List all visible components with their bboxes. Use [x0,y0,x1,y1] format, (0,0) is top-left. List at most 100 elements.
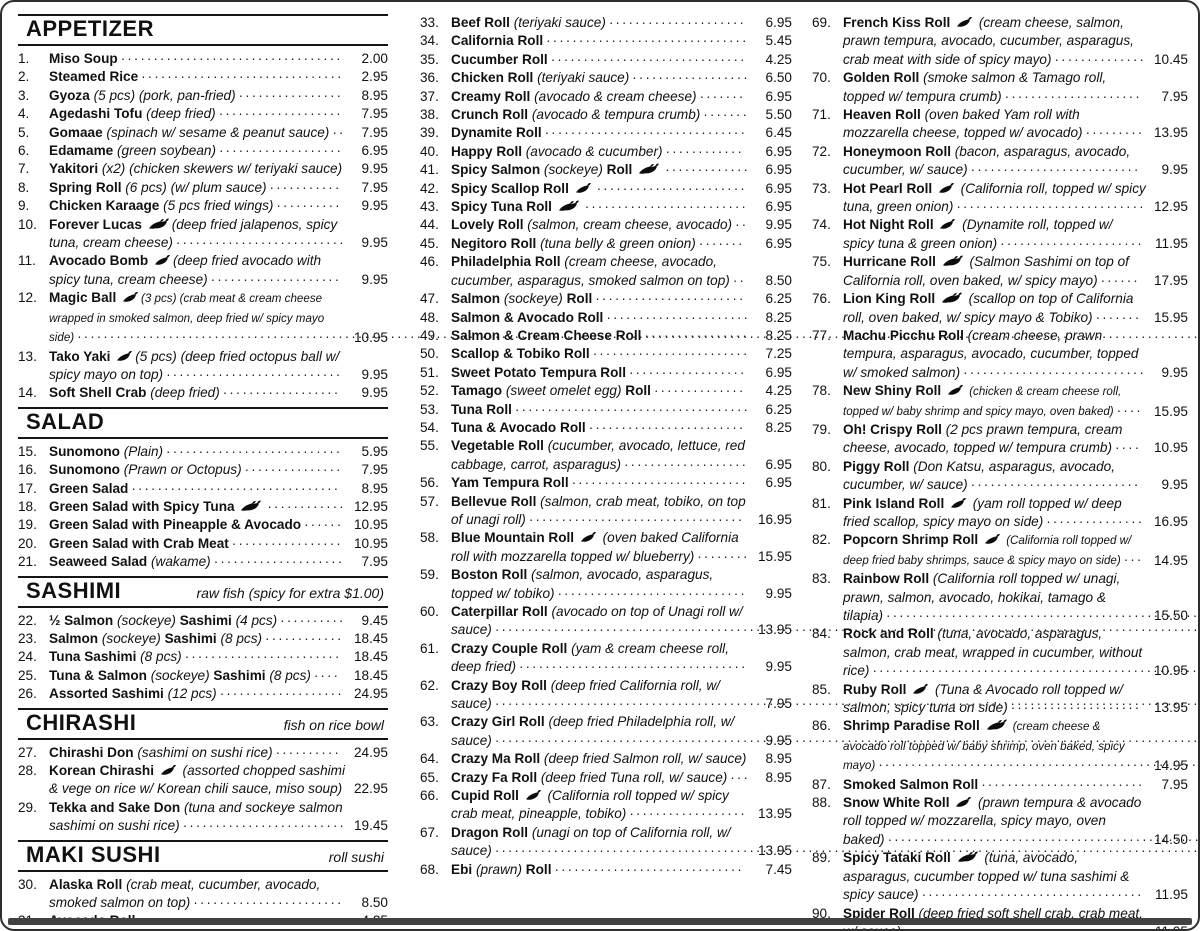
menu-item: 52. Tamago (sweet omelet egg) Roll ·······… [420,382,792,400]
item-price: 11.95 [1154,235,1188,251]
item-number: 6. [18,143,30,159]
item-text-part: (tuna and sockeye salmon sashimi on sush… [49,799,343,834]
item-number: 82. [812,532,831,548]
item-text-part: Sashimi [179,612,236,628]
menu-item: 2. Steamed Rice ··························… [18,68,388,86]
item-text: Tekka and Sake Don (tuna and sockeye sal… [49,799,346,836]
item-text-part: (California roll topped w/ unagi, prawn,… [843,571,1121,623]
item-text-part: Crazy Couple Roll [451,640,572,656]
dot-leader: ············· [665,162,750,178]
dot-leader: ···························· [963,364,1146,380]
dot-leader: ··· [1123,551,1144,567]
item-number: 72. [812,143,831,159]
item-text: Hurricane Roll (Salmon Sashimi on top of… [843,253,1146,290]
item-text-part: Roll [525,861,552,877]
item-text-part: Spicy Scallop Roll [451,180,573,196]
dot-leader: ········································… [886,608,1200,623]
item-text-part: (sockeye) [101,630,165,646]
section-header: APPETIZER [18,14,388,46]
menu-item: 87. Smoked Salmon Roll ···················… [812,776,1188,794]
item-text: Bellevue Roll (salmon, crab meat, tobiko… [451,493,750,530]
dot-leader: ········································… [887,831,1200,847]
chili-icon [160,762,177,780]
item-text-part: Caterpillar Roll [451,604,552,619]
item-price: 6.95 [361,143,388,159]
item-price: 7.45 [765,861,792,877]
dot-leader: ··························· [166,443,343,459]
item-text-part: Vegetable Roll [451,438,548,454]
menu-item: 79. Oh! Crispy Roll (2 pcs prawn tempura,… [812,421,1188,458]
section-title: SALAD [26,408,105,434]
dot-leader: ········································… [494,732,1200,748]
item-text-part: Salmon & Cream Cheese Roll [451,327,642,343]
item-price: 7.95 [361,124,388,140]
item-price: 22.95 [353,781,388,797]
item-text-part: (green soybean) [117,143,217,159]
chili-icon [122,289,139,307]
dot-leader: ·· [732,272,746,288]
item-text-part: (California roll topped w/ spicy crab me… [451,788,729,822]
menu-item: 37. Creamy Roll (avocado & cream cheese) ·… [420,88,792,106]
item-number: 90. [812,905,831,921]
item-price: 10.95 [1153,663,1188,679]
menu-item: 39. Dynamite Roll ························… [420,124,792,142]
item-text: Gomaae (spinach w/ sesame & peanut sauce… [49,124,346,142]
dot-leader: ················· [231,535,343,551]
item-text-part: (deep fried) [146,106,216,122]
dot-leader: ········································… [872,663,1199,679]
menu-item: 6. Edamame (green soybean) ···············… [18,142,388,160]
item-text-part: Sunomono [49,443,124,459]
item-text: Forever Lucas (deep fried jalapenos, spi… [49,216,346,253]
item-text-part: Rock and Roll [843,626,938,642]
menu-item: 19. Green Salad with Pineapple & Avocado ·… [18,516,388,534]
menu-item: 77. Machu Picchu Roll (cream cheese, praw… [812,327,1188,382]
item-text-part: Tuna & Salmon [49,667,151,683]
item-price: 4.25 [765,383,792,399]
item-price: 8.25 [765,309,792,325]
item-number: 73. [812,180,831,196]
item-number: 69. [812,15,831,30]
item-number: 55. [420,438,439,454]
item-price: 7.95 [361,179,388,195]
item-text: Salmon (sockeye) Roll ···················… [451,290,750,308]
item-text-part: Dynamite Roll [451,125,542,141]
menu-item: 20. Green Salad with Crab Meat ···········… [18,535,388,553]
item-price: 9.95 [361,366,388,382]
menu-item: 7. Yakitori (x2) (chicken skewers w/ teri… [18,160,388,178]
item-number: 77. [812,327,831,343]
item-price: 8.25 [765,419,792,435]
dot-leader: ························· [584,199,748,215]
section-title: APPETIZER [26,16,154,41]
item-number: 54. [420,419,439,435]
menu-item: 76. Lion King Roll (scallop on top of Cal… [812,290,1188,327]
item-text-part: (8 pcs) [220,630,263,646]
item-text-part: Tamago [451,383,506,399]
item-number: 14. [18,385,37,401]
item-number: 4. [18,106,30,122]
dot-leader: ·············· [653,383,746,399]
item-text: Heaven Roll (oven baked Yam roll with mo… [843,106,1146,143]
item-text: Creamy Roll (avocado & cream cheese) ····… [451,88,750,106]
menu-item: 68. Ebi (prawn) Roll ·····················… [420,861,792,879]
item-number: 5. [18,124,30,140]
item-price: 15.50 [1153,608,1188,623]
item-text-part: (sockeye) [150,667,214,683]
item-price: 11.95 [1154,887,1188,903]
item-text-part: (teriyaki sauce) [537,70,630,86]
dot-leader: ······················ [1000,235,1144,251]
item-price: 8.95 [765,751,792,767]
item-price: 7.95 [765,696,792,712]
item-text: Oh! Crispy Roll (2 pcs prawn tempura, cr… [843,421,1146,458]
item-text-part: Popcorn Shrimp Roll [843,532,982,548]
dot-leader: ····························· [956,199,1146,215]
item-text: ½ Salmon (sockeye) Sashimi (4 pcs) ······… [49,612,346,630]
menu-column: 69. French Kiss Roll (cream cheese, salmo… [812,14,1198,930]
item-price: 7.95 [361,554,388,570]
dot-leader: ·················· [222,385,341,401]
item-text: Shrimp Paradise Roll (cream cheese & avo… [843,717,1198,775]
item-price: 8.50 [361,895,388,911]
menu-item: 38. Crunch Roll (avocado & tempura crumb)… [420,106,792,124]
item-text-part: (deep fried soft shell crab, crab meat, … [843,905,1143,930]
item-number: 11. [18,253,36,269]
